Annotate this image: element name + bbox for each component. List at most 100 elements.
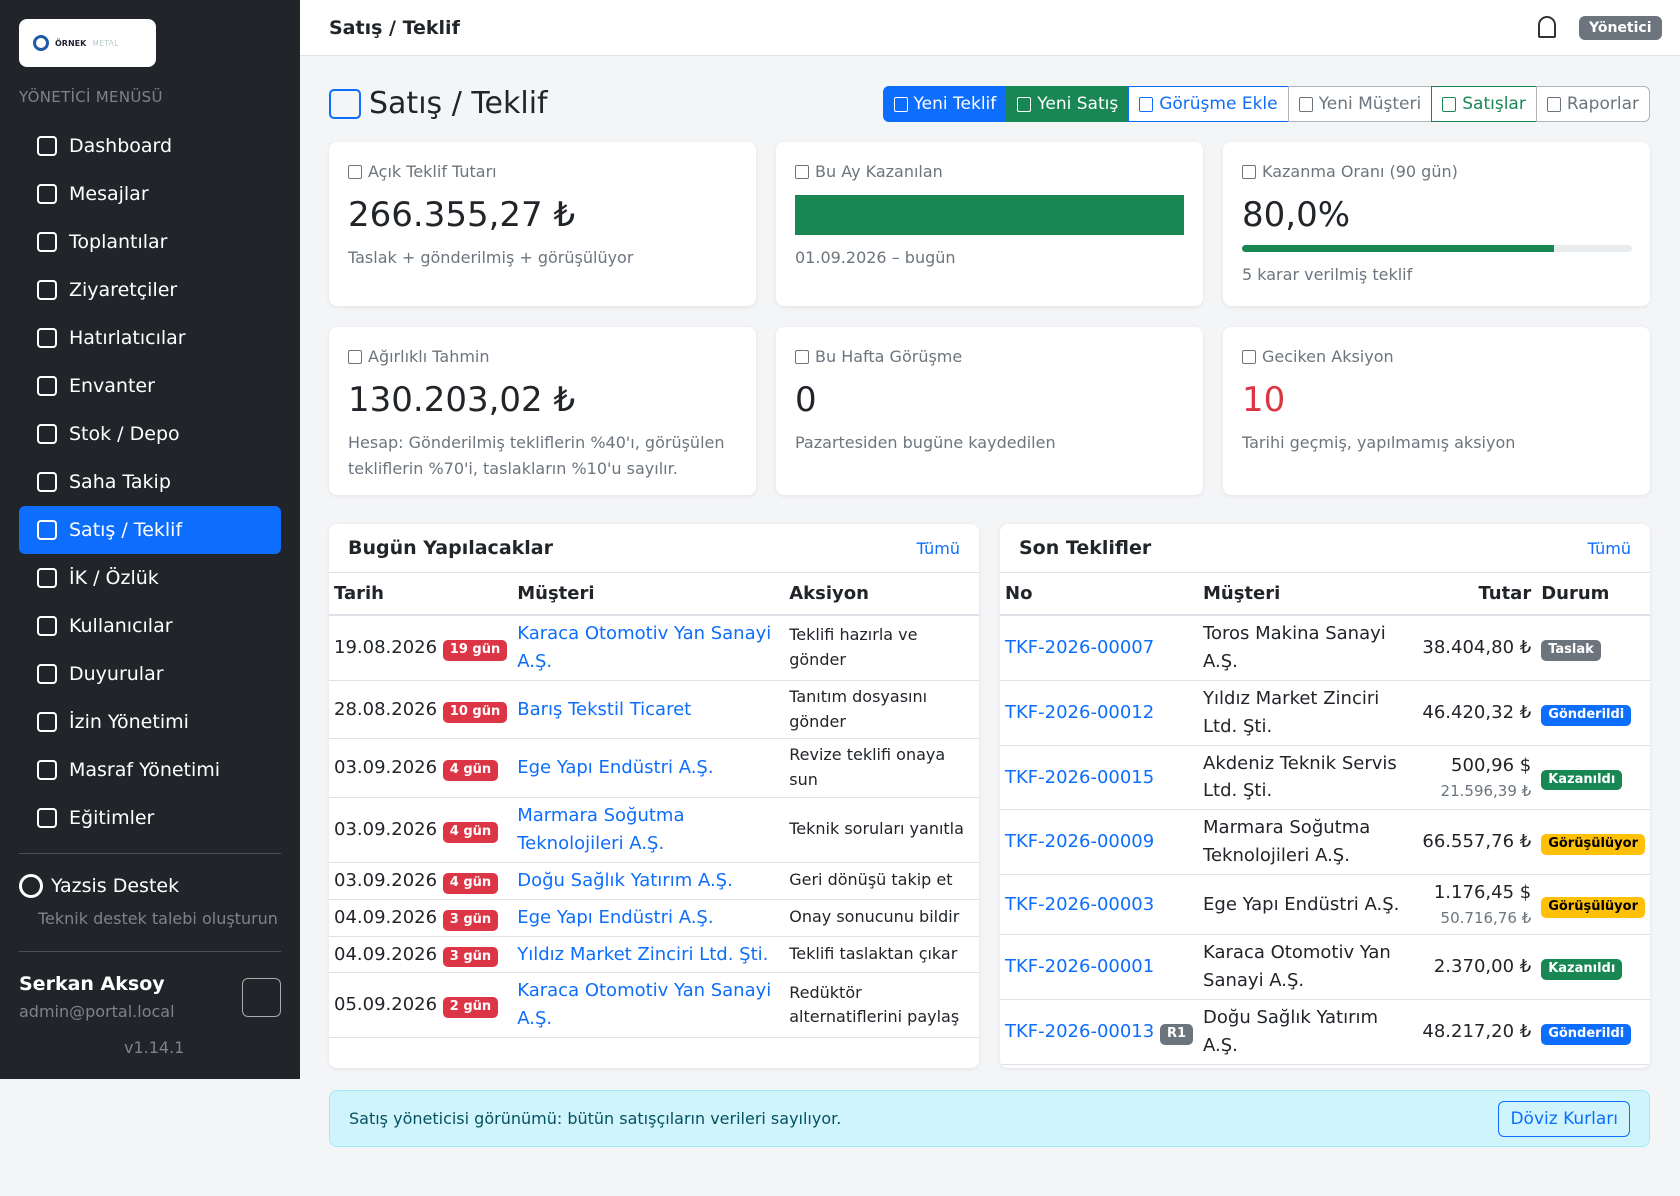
action-button[interactable]: Raporlar — [1535, 86, 1650, 122]
menu-item[interactable]: İzin Yönetimi — [19, 698, 281, 746]
date-cell: 03.09.2026 4 gün — [329, 738, 513, 798]
notifications[interactable] — [1538, 16, 1556, 38]
stat-card: Geciken Aksiyon 10 Tarihi geçmiş, yapılmam… — [1223, 327, 1650, 495]
stat-card: Bu Hafta Görüşme 0 Pazartesiden bugüne kay… — [776, 327, 1203, 495]
menu-item[interactable]: Dashboard — [19, 122, 281, 170]
stat-card: Bu Ay Kazanılan 21.596,39 ₺ 01.09.2026 – b… — [776, 142, 1203, 306]
stat-label: Ağırlıklı Tahmin — [348, 347, 737, 366]
menu-item[interactable]: Satış / Teklif — [19, 506, 281, 554]
date-cell: 19.08.2026 19 gün — [329, 615, 513, 681]
action: Teklifi hazırla ve gönder — [784, 615, 979, 681]
revision-badge: R1 — [1159, 1023, 1194, 1045]
status-cell: Taslak — [1536, 615, 1650, 681]
amount: 66.557,76 ₺ — [1422, 831, 1532, 853]
menu-item[interactable]: Kullanıcılar — [19, 602, 281, 650]
status-cell: Kazanıldı — [1536, 934, 1650, 1001]
no-cell: TKF-2026-00015 — [1000, 745, 1199, 811]
menu-item[interactable]: Ziyaretçiler — [19, 266, 281, 314]
breadcrumb: Satış / Teklif — [329, 17, 460, 39]
stat-value: 130.203,02 ₺ — [348, 380, 576, 420]
logout-button[interactable] — [242, 978, 281, 1017]
main: Satış / Teklif Yeni Teklif Yeni Satış Görüş… — [329, 0, 1650, 1196]
currency-button[interactable]: Döviz Kurları — [1498, 1100, 1630, 1137]
stat-note: Tarihi geçmiş, yapılmamış aksiyon — [1242, 433, 1516, 452]
amount-cell: 66.557,76 ₺ — [1417, 809, 1537, 876]
menu-item[interactable]: Duyurular — [19, 650, 281, 698]
table-body: 19.08.2026 19 gün Karaca Otomotiv Yan San… — [329, 615, 979, 1039]
customer-link[interactable]: Marmara Soğutma Teknolojileri A.Ş. — [517, 804, 685, 854]
days-badge: 4 gün — [442, 760, 499, 782]
logo-icon — [33, 35, 49, 51]
customer-link[interactable]: Yıldız Market Zinciri Ltd. Şti. — [517, 943, 769, 965]
action-button[interactable]: Yeni Satış — [1006, 86, 1130, 122]
menu-item[interactable]: Mesajlar — [19, 170, 281, 218]
table-head: No Müşteri Tutar Durum — [1000, 573, 1650, 616]
action-button[interactable]: Yeni Teklif — [882, 86, 1008, 122]
logo: ÖRNEK METAL — [19, 19, 156, 67]
date-cell: 04.09.2026 3 gün — [329, 899, 513, 937]
offer-row: TKF-2026-00015 Akdeniz Teknik Servis Ltd.… — [1000, 745, 1650, 811]
status-cell: Kazanıldı — [1536, 745, 1650, 811]
see-all-link[interactable]: Tümü — [1587, 538, 1631, 558]
action-button[interactable]: Görüşme Ekle — [1128, 86, 1289, 122]
brand-name: ÖRNEK — [55, 38, 87, 48]
column-header: Tarih — [329, 573, 513, 616]
stat-label: Bu Ay Kazanılan — [795, 162, 1184, 181]
menu-item[interactable]: Envanter — [19, 362, 281, 410]
stat-value: 21.596,39 ₺ — [795, 195, 1184, 235]
offer-link[interactable]: TKF-2026-00015 — [1005, 766, 1155, 788]
action-button[interactable]: Satışlar — [1431, 86, 1537, 122]
offer-link[interactable]: TKF-2026-00012 — [1005, 701, 1155, 723]
column-header: No — [1000, 573, 1199, 616]
customer-cell: Marmara Soğutma Teknolojileri A.Ş. — [512, 797, 785, 863]
offer-row: TKF-2026-00013 R1 Doğu Sağlık Yatırım A.Ş… — [1000, 999, 1650, 1065]
version: v1.14.1 — [124, 1038, 185, 1057]
menu-item[interactable]: Masraf Yönetimi — [19, 746, 281, 794]
offer-link[interactable]: TKF-2026-00001 — [1005, 956, 1155, 978]
user-email: admin@portal.local — [19, 1002, 175, 1021]
role-badge: Yönetici — [1579, 16, 1662, 40]
customer-link[interactable]: Doğu Sağlık Yatırım A.Ş. — [517, 869, 733, 891]
column-header: Müşteri — [1198, 573, 1418, 616]
support-link[interactable]: Yazsis Destek — [19, 874, 179, 898]
customer-link[interactable]: Barış Tekstil Ticaret — [517, 698, 692, 720]
info-alert: Satış yöneticisi görünümü: bütün satışçı… — [329, 1090, 1650, 1147]
customer-link[interactable]: Ege Yapı Endüstri A.Ş. — [517, 757, 714, 779]
amount-cell: 2.370,00 ₺ — [1417, 934, 1537, 1001]
date: 03.09.2026 — [334, 818, 438, 840]
action-button[interactable]: Yeni Müşteri — [1287, 86, 1433, 122]
see-all-link[interactable]: Tümü — [916, 538, 960, 558]
customer-link[interactable]: Karaca Otomotiv Yan Sanayi A.Ş. — [517, 980, 772, 1030]
customer-link[interactable]: Karaca Otomotiv Yan Sanayi A.Ş. — [517, 623, 772, 672]
date: 03.09.2026 — [334, 869, 438, 891]
customer: Toros Makina Sanayi A.Ş. — [1198, 615, 1418, 681]
todo-card: Bugün Yapılacaklar Tümü Tarih Müşteri Aksiyo… — [329, 524, 979, 1068]
menu-title: YÖNETİCİ MENÜSÜ — [19, 88, 163, 106]
days-badge: 3 gün — [442, 946, 499, 968]
stat-value: 0 — [795, 380, 817, 420]
menu-item[interactable]: Saha Takip — [19, 458, 281, 506]
stat-label: Bu Hafta Görüşme — [795, 347, 1184, 366]
menu-item[interactable]: Eğitimler — [19, 794, 281, 842]
header-row: Tarih Müşteri Aksiyon — [329, 573, 979, 616]
amount: 500,96 $ — [1451, 754, 1532, 776]
customer-link[interactable]: Ege Yapı Endüstri A.Ş. — [517, 906, 714, 928]
menu-item[interactable]: Stok / Depo — [19, 410, 281, 458]
no-cell: TKF-2026-00002 — [1000, 1064, 1199, 1068]
menu-item[interactable]: Hatırlatıcılar — [19, 314, 281, 362]
offer-link[interactable]: TKF-2026-00013 — [1005, 1020, 1155, 1042]
days-badge: 4 gün — [442, 872, 499, 894]
menu-item[interactable]: İK / Özlük — [19, 554, 281, 602]
card-title: Bugün Yapılacaklar — [348, 537, 553, 559]
stat-note: Taslak + gönderilmiş + görüşülüyor — [348, 248, 634, 267]
offer-link[interactable]: TKF-2026-00003 — [1005, 893, 1155, 915]
offer-link[interactable]: TKF-2026-00009 — [1005, 831, 1155, 853]
offer-link[interactable]: TKF-2026-00007 — [1005, 636, 1155, 658]
status-badge: Gönderildi — [1541, 704, 1632, 726]
header-row: No Müşteri Tutar Durum — [1000, 573, 1650, 616]
amount-cell: 38.404,80 ₺ — [1417, 615, 1537, 681]
status-cell: Gönderildi — [1536, 999, 1650, 1065]
date: 04.09.2026 — [334, 906, 438, 928]
action: Teklifi taslaktan çıkar — [784, 936, 979, 974]
menu-item[interactable]: Toplantılar — [19, 218, 281, 266]
